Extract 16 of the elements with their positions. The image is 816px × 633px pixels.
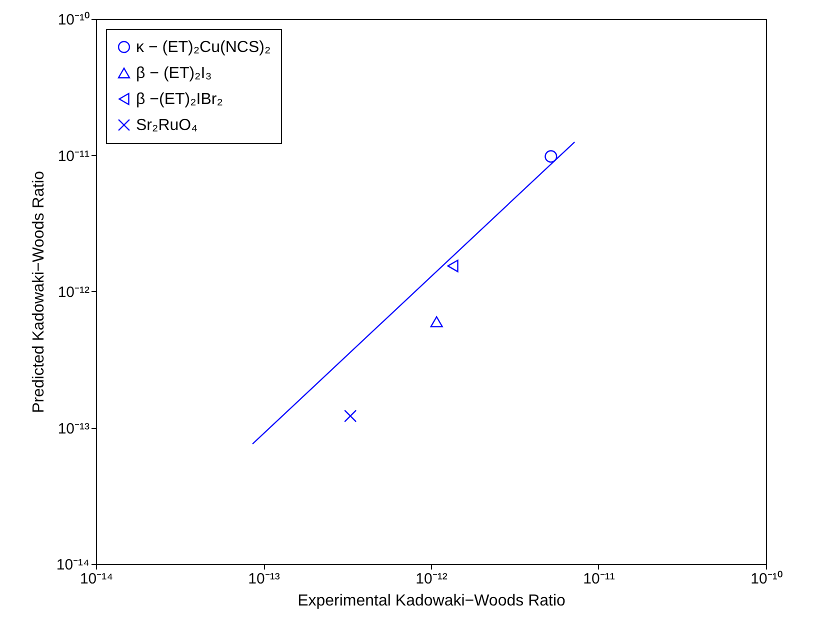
- legend-label: β − (ET)₂I₃: [136, 65, 212, 82]
- x-tick-label: 10⁻¹⁴: [80, 570, 114, 588]
- y-tick-label: 10⁻¹³: [58, 420, 90, 438]
- y-tick-label: 10⁻¹⁴: [56, 556, 90, 574]
- legend-label: Sr₂RuO₄: [136, 117, 198, 134]
- x-tick-label: 10⁻¹³: [248, 570, 280, 588]
- y-tick-label: 10⁻¹⁰: [58, 12, 90, 28]
- x-tick-label: 10⁻¹¹: [583, 570, 615, 588]
- y-axis-title: Predicted Kadowaki−Woods Ratio: [30, 170, 48, 414]
- x-tick-label: 10⁻¹²: [416, 570, 448, 588]
- y-tick-label: 10⁻¹²: [58, 284, 90, 301]
- x-axis-title: Experimental Kadowaki−Woods Ratio: [298, 592, 566, 610]
- y-tick-label: 10⁻¹¹: [58, 148, 90, 165]
- legend-label: β −(ET)₂IBr₂: [136, 91, 223, 108]
- x-tick-label: 10⁻¹⁰: [750, 570, 782, 588]
- legend-label: κ − (ET)₂Cu(NCS)₂: [136, 39, 271, 56]
